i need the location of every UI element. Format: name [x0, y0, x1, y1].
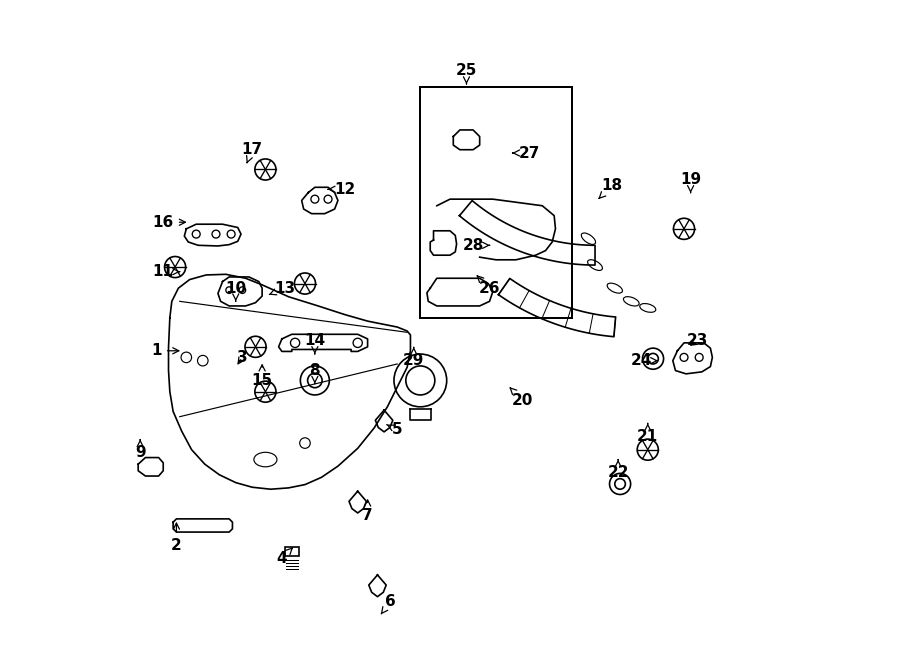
Text: 5: 5	[387, 422, 402, 438]
Bar	[284, 547, 299, 557]
Text: 20: 20	[510, 388, 533, 408]
Text: 23: 23	[687, 334, 708, 348]
Text: 29: 29	[403, 348, 425, 368]
Text: 21: 21	[637, 424, 659, 444]
Text: 16: 16	[153, 214, 185, 230]
Text: 22: 22	[608, 459, 629, 480]
Text: 2: 2	[171, 523, 182, 553]
Text: 1: 1	[151, 344, 179, 358]
Text: 17: 17	[242, 142, 263, 163]
Text: 19: 19	[680, 172, 701, 193]
Text: 15: 15	[252, 365, 273, 388]
Text: 25: 25	[455, 63, 477, 83]
Text: 7: 7	[363, 500, 373, 523]
Text: 28: 28	[463, 238, 490, 253]
Text: 24: 24	[631, 353, 658, 368]
Text: 26: 26	[477, 275, 500, 296]
Bar	[420, 87, 572, 318]
Text: 10: 10	[225, 281, 247, 301]
Text: 6: 6	[382, 594, 396, 614]
Text: 13: 13	[269, 281, 296, 296]
Text: 9: 9	[135, 440, 146, 461]
Text: 27: 27	[513, 146, 540, 160]
Text: 18: 18	[599, 179, 622, 199]
Text: 11: 11	[153, 264, 179, 279]
Text: 14: 14	[304, 334, 326, 354]
Text: 12: 12	[328, 182, 356, 197]
Text: 3: 3	[237, 350, 248, 365]
Text: 4: 4	[276, 548, 292, 566]
Text: 8: 8	[310, 363, 320, 383]
